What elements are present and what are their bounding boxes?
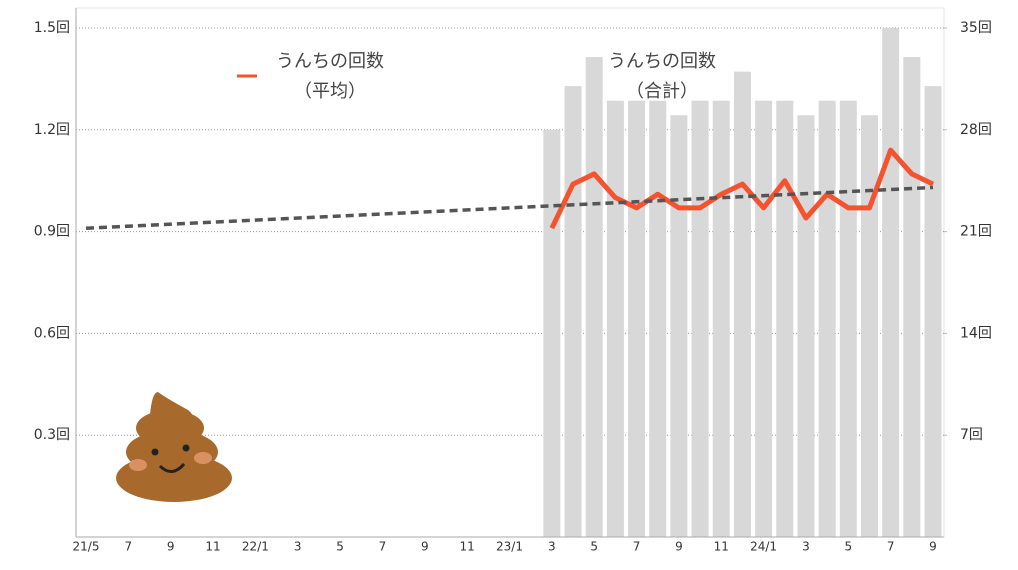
x-tick-label: 5	[336, 540, 344, 554]
x-tick-label: 9	[167, 540, 175, 554]
x-tick-label: 3	[802, 540, 810, 554]
bar	[628, 100, 646, 537]
x-tick-label: 9	[675, 540, 683, 554]
x-tick-label: 11	[714, 540, 729, 554]
trend-line	[85, 185, 934, 230]
legend-label: （合計）	[626, 81, 698, 102]
legend-label: うんちの回数	[276, 51, 384, 72]
y-tick-label: 1.5回	[34, 20, 70, 36]
bar	[924, 86, 942, 538]
bar	[606, 100, 624, 537]
y2-tick-label: 14回	[960, 325, 992, 341]
x-tick-label: 9	[421, 540, 429, 554]
x-tick-label: 3	[548, 540, 556, 554]
x-tick-label: 3	[294, 540, 302, 554]
x-tick-label: 22/1	[242, 540, 269, 554]
bar	[882, 28, 900, 537]
bar	[755, 100, 773, 537]
y2-tick-label: 28回	[960, 122, 992, 138]
poop-icon	[116, 392, 232, 502]
x-tick-label: 23/1	[496, 540, 523, 554]
x-tick-label: 11	[205, 540, 220, 554]
bar	[797, 115, 815, 537]
x-tick-label: 9	[929, 540, 937, 554]
y-tick-label: 0.6回	[34, 325, 70, 341]
legend-label: （平均）	[294, 81, 366, 102]
bar	[860, 115, 878, 537]
y-tick-label: 1.2回	[34, 122, 70, 138]
bar	[564, 86, 582, 538]
x-tick-label: 7	[379, 540, 387, 554]
legend-label: うんちの回数	[608, 51, 716, 72]
bar	[712, 100, 730, 537]
bar	[585, 57, 603, 537]
bar	[543, 129, 561, 538]
x-tick-label: 7	[887, 540, 895, 554]
x-tick-label: 24/1	[750, 540, 777, 554]
x-tick-label: 21/5	[73, 540, 100, 554]
y-tick-label: 0.9回	[34, 224, 70, 240]
bar	[649, 100, 667, 537]
bar	[839, 100, 857, 537]
y2-tick-label: 35回	[960, 20, 992, 36]
bar	[670, 115, 688, 537]
line	[549, 147, 935, 230]
x-tick-label: 5	[590, 540, 598, 554]
bar	[903, 57, 921, 537]
bar	[818, 100, 836, 537]
x-tick-label: 7	[125, 540, 133, 554]
y2-tick-label: 21回	[960, 224, 992, 240]
y-tick-label: 0.3回	[34, 427, 70, 443]
bar	[776, 100, 794, 537]
bar	[691, 100, 709, 537]
x-tick-label: 7	[633, 540, 641, 554]
bar	[733, 71, 751, 537]
x-tick-label: 5	[844, 540, 852, 554]
plot-area: 0.3回 0.6回 0.9回 1.2回 1.5回 7回 14回 21回 28回 35回 21/5 7 9…	[34, 7, 992, 554]
x-tick-label: 11	[460, 540, 475, 554]
y2-tick-label: 7回	[960, 427, 983, 443]
